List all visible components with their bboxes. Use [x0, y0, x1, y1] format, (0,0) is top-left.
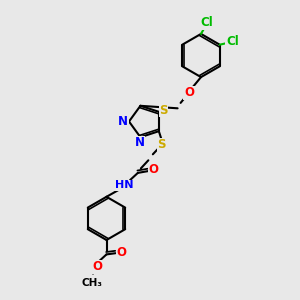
Text: O: O — [92, 260, 102, 274]
Text: N: N — [118, 115, 128, 128]
Text: HN: HN — [115, 181, 133, 190]
Text: Cl: Cl — [226, 35, 239, 48]
Text: S: S — [159, 104, 168, 117]
Text: O: O — [184, 86, 194, 99]
Text: Cl: Cl — [200, 16, 213, 29]
Text: CH₃: CH₃ — [81, 278, 102, 288]
Text: O: O — [116, 246, 127, 259]
Text: O: O — [148, 163, 158, 176]
Text: S: S — [158, 138, 166, 151]
Text: N: N — [135, 136, 145, 149]
